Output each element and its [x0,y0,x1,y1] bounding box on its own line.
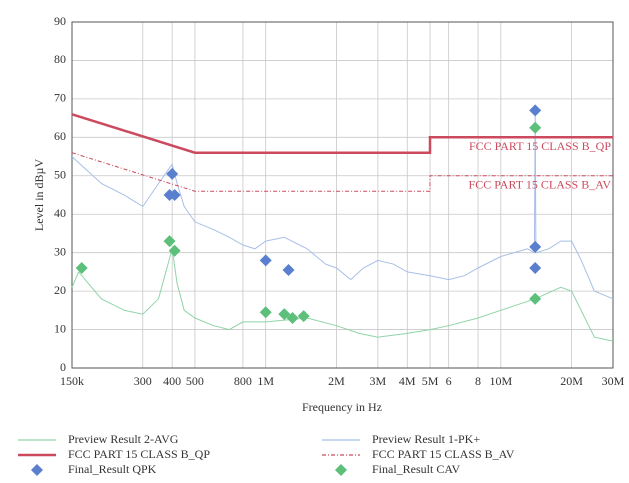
legend-swatch [31,464,43,476]
x-tick-label: 800 [234,374,252,388]
y-tick-label: 40 [54,206,66,220]
y-tick-label: 30 [54,244,66,258]
marker [259,254,272,267]
x-tick-label: 30M [602,374,625,388]
marker [278,308,291,321]
x-tick-label: 20M [560,374,583,388]
marker [168,189,181,201]
series-line [71,110,614,300]
x-tick-label: 150k [60,374,84,388]
marker [259,306,272,319]
annotation: FCC PART 15 CLASS B_AV [469,178,612,192]
marker [282,263,295,276]
y-tick-label: 10 [54,321,66,335]
marker [166,167,179,180]
x-tick-label: 400 [163,374,181,388]
legend-label: Final_Result CAV [372,462,460,476]
x-tick-label: 8 [475,374,481,388]
series-line [71,248,614,342]
legend-label: Preview Result 2-AVG [68,432,179,446]
marker [529,104,542,117]
x-tick-label: 3M [370,374,387,388]
marker [297,310,310,323]
plot-frame [71,21,614,369]
x-tick-label: 4M [399,374,416,388]
marker [75,262,88,275]
x-tick-label: 2M [328,374,345,388]
legend-label: FCC PART 15 CLASS B_QP [68,447,210,461]
marker [529,262,542,275]
marker [529,292,542,305]
x-tick-label: 1M [257,374,274,388]
marker [529,240,542,253]
marker [163,235,176,248]
x-tick-label: 5M [422,374,439,388]
y-tick-label: 70 [54,91,66,105]
legend-label: Preview Result 1-PK+ [372,432,480,446]
x-tick-label: 300 [134,374,152,388]
y-tick-label: 90 [54,14,66,28]
y-tick-label: 20 [54,283,66,297]
x-axis-label: Frequency in Hz [302,400,382,414]
marker [286,312,299,325]
legend-label: FCC PART 15 CLASS B_AV [372,447,515,461]
marker [168,244,181,257]
y-tick-label: 0 [60,360,66,374]
series-line [71,152,613,192]
y-axis-label: Level in dBµV [32,159,46,232]
annotation: FCC PART 15 CLASS B_QP [469,139,611,153]
legend-label: Final_Result QPK [68,462,157,476]
y-tick-label: 80 [54,52,66,66]
marker [529,121,542,134]
y-tick-label: 60 [54,129,66,143]
series-line [71,113,613,154]
x-tick-label: 6 [446,374,452,388]
x-tick-label: 10M [489,374,512,388]
y-tick-label: 50 [54,168,66,182]
x-tick-label: 500 [186,374,204,388]
legend-swatch [335,464,347,476]
